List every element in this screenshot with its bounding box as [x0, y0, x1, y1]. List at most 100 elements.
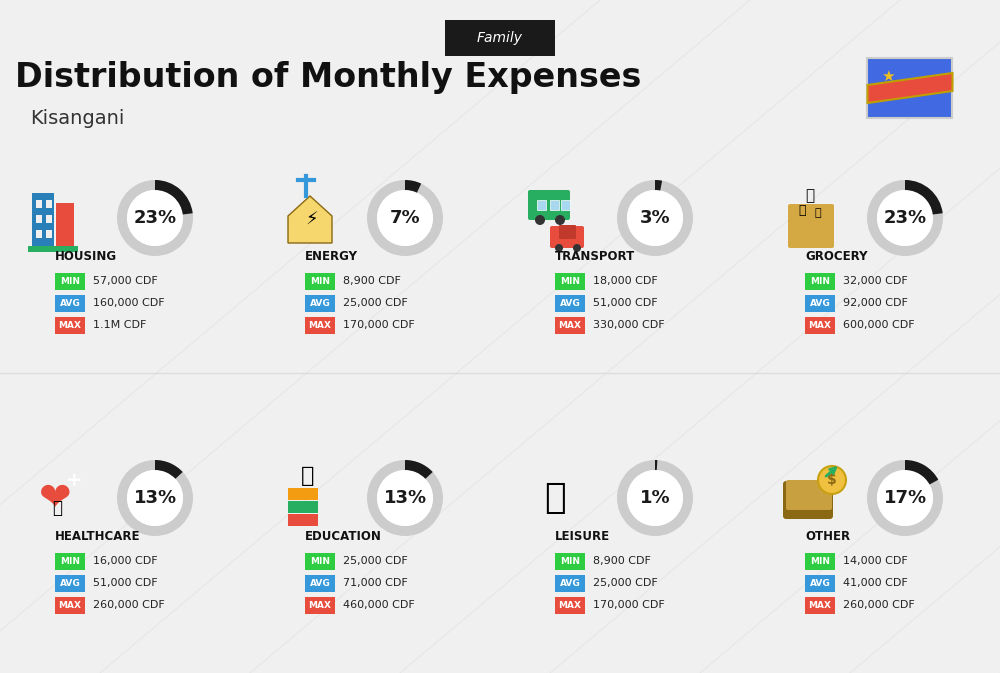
Text: AVG: AVG: [810, 579, 830, 588]
Text: MAX: MAX: [809, 600, 832, 610]
Text: 170,000 CDF: 170,000 CDF: [593, 600, 665, 610]
FancyBboxPatch shape: [786, 480, 832, 510]
FancyBboxPatch shape: [805, 575, 835, 592]
Wedge shape: [405, 460, 433, 479]
Text: 🎓: 🎓: [301, 466, 315, 486]
Wedge shape: [617, 180, 693, 256]
FancyBboxPatch shape: [305, 575, 335, 592]
Wedge shape: [655, 460, 657, 470]
Wedge shape: [905, 180, 943, 215]
Text: 170,000 CDF: 170,000 CDF: [343, 320, 415, 330]
FancyBboxPatch shape: [561, 200, 570, 210]
Text: Distribution of Monthly Expenses: Distribution of Monthly Expenses: [15, 61, 641, 94]
Text: Family: Family: [477, 31, 523, 45]
Circle shape: [127, 470, 183, 526]
FancyBboxPatch shape: [55, 316, 85, 334]
FancyBboxPatch shape: [555, 273, 585, 289]
Wedge shape: [155, 460, 183, 479]
FancyBboxPatch shape: [555, 575, 585, 592]
Polygon shape: [867, 73, 952, 103]
FancyBboxPatch shape: [32, 193, 54, 248]
FancyBboxPatch shape: [46, 230, 52, 238]
FancyBboxPatch shape: [555, 553, 585, 569]
FancyBboxPatch shape: [805, 316, 835, 334]
Circle shape: [573, 244, 581, 252]
Text: MIN: MIN: [60, 277, 80, 285]
FancyBboxPatch shape: [783, 481, 833, 519]
FancyBboxPatch shape: [305, 273, 335, 289]
Text: $: $: [827, 473, 837, 487]
Text: AVG: AVG: [560, 579, 580, 588]
Circle shape: [627, 470, 683, 526]
Text: AVG: AVG: [60, 299, 80, 308]
Text: 260,000 CDF: 260,000 CDF: [843, 600, 915, 610]
FancyBboxPatch shape: [288, 501, 318, 513]
Circle shape: [555, 215, 565, 225]
Text: AVG: AVG: [310, 299, 330, 308]
Wedge shape: [117, 180, 193, 256]
FancyBboxPatch shape: [36, 230, 42, 238]
Circle shape: [555, 244, 563, 252]
FancyBboxPatch shape: [28, 246, 78, 252]
Polygon shape: [288, 196, 332, 243]
Circle shape: [535, 215, 545, 225]
Text: Kisangani: Kisangani: [30, 108, 124, 127]
Text: AVG: AVG: [310, 579, 330, 588]
Text: 41,000 CDF: 41,000 CDF: [843, 578, 908, 588]
Text: MAX: MAX: [558, 600, 582, 610]
Text: AVG: AVG: [60, 579, 80, 588]
Wedge shape: [367, 460, 443, 536]
Text: MIN: MIN: [310, 277, 330, 285]
Text: ENERGY: ENERGY: [305, 250, 358, 262]
Text: 1.1M CDF: 1.1M CDF: [93, 320, 146, 330]
FancyBboxPatch shape: [537, 200, 546, 210]
Text: +: +: [66, 470, 82, 489]
Text: GROCERY: GROCERY: [805, 250, 868, 262]
Text: MIN: MIN: [60, 557, 80, 565]
FancyBboxPatch shape: [550, 226, 584, 248]
Text: EDUCATION: EDUCATION: [305, 530, 382, 542]
Text: 🤲: 🤲: [52, 499, 62, 517]
Text: 3%: 3%: [640, 209, 670, 227]
FancyBboxPatch shape: [46, 200, 52, 208]
FancyBboxPatch shape: [528, 190, 570, 220]
Text: 330,000 CDF: 330,000 CDF: [593, 320, 665, 330]
Text: MAX: MAX: [558, 320, 582, 330]
Text: 160,000 CDF: 160,000 CDF: [93, 298, 165, 308]
Text: 🛍: 🛍: [544, 481, 566, 515]
Circle shape: [877, 190, 933, 246]
Text: 23%: 23%: [133, 209, 177, 227]
FancyBboxPatch shape: [55, 553, 85, 569]
Text: 23%: 23%: [883, 209, 927, 227]
FancyBboxPatch shape: [559, 225, 576, 239]
FancyBboxPatch shape: [55, 295, 85, 312]
Text: 57,000 CDF: 57,000 CDF: [93, 276, 158, 286]
Wedge shape: [655, 180, 662, 190]
Wedge shape: [117, 460, 193, 536]
Text: 8,900 CDF: 8,900 CDF: [343, 276, 401, 286]
FancyBboxPatch shape: [305, 553, 335, 569]
FancyBboxPatch shape: [555, 295, 585, 312]
Text: 600,000 CDF: 600,000 CDF: [843, 320, 915, 330]
Text: ★: ★: [881, 69, 895, 83]
Text: 32,000 CDF: 32,000 CDF: [843, 276, 908, 286]
FancyBboxPatch shape: [805, 596, 835, 614]
FancyBboxPatch shape: [55, 596, 85, 614]
Wedge shape: [905, 460, 938, 485]
Text: MIN: MIN: [560, 557, 580, 565]
Text: MIN: MIN: [560, 277, 580, 285]
Text: LEISURE: LEISURE: [555, 530, 610, 542]
Circle shape: [377, 470, 433, 526]
Text: 460,000 CDF: 460,000 CDF: [343, 600, 415, 610]
Text: MAX: MAX: [308, 600, 332, 610]
FancyBboxPatch shape: [55, 575, 85, 592]
Text: MIN: MIN: [810, 277, 830, 285]
Text: 25,000 CDF: 25,000 CDF: [343, 556, 408, 566]
Wedge shape: [405, 180, 421, 192]
Wedge shape: [867, 180, 943, 256]
FancyBboxPatch shape: [305, 596, 335, 614]
Text: ⚡: ⚡: [306, 211, 318, 229]
Text: 51,000 CDF: 51,000 CDF: [593, 298, 658, 308]
Wedge shape: [367, 180, 443, 256]
Text: 1%: 1%: [640, 489, 670, 507]
